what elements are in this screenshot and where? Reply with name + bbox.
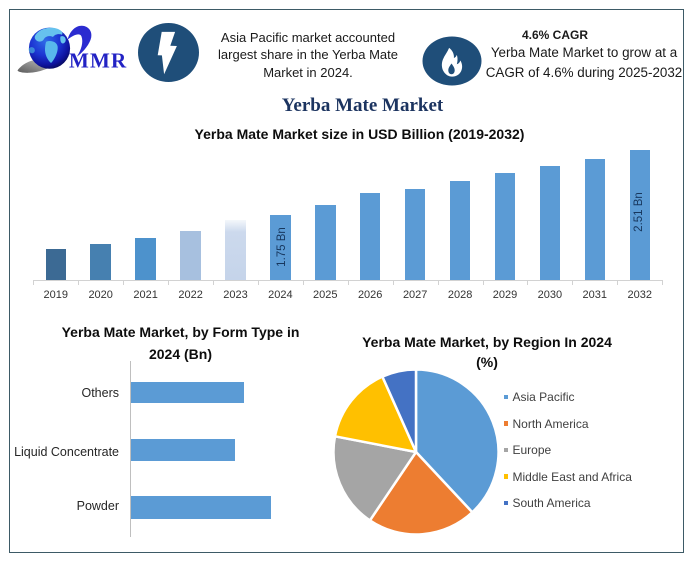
svg-text:MMR: MMR	[69, 49, 127, 73]
